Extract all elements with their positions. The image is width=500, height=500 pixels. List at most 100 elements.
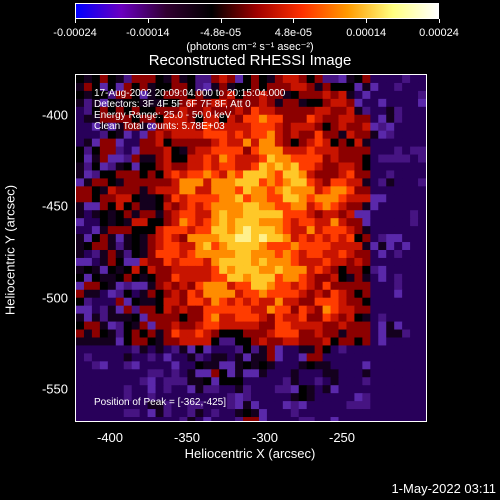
heatmap-cell — [179, 401, 188, 410]
heatmap-cell — [362, 154, 371, 163]
heatmap-cell — [107, 194, 117, 203]
heatmap-cell — [76, 361, 85, 370]
heatmap-cell — [418, 257, 426, 267]
heatmap-cell — [338, 321, 347, 331]
heatmap-cell — [274, 186, 284, 195]
heatmap-cell — [298, 90, 308, 100]
heatmap-cell — [306, 242, 316, 251]
heatmap-cell — [211, 313, 220, 323]
heatmap-cell — [370, 337, 379, 346]
heatmap-cell — [330, 361, 339, 370]
heatmap-cell — [147, 122, 157, 132]
heatmap-cell — [139, 194, 149, 203]
heatmap-cell — [171, 114, 180, 124]
annotation-total-counts: Clean Total counts: 5.78E+03 — [94, 121, 225, 132]
heatmap-cell — [179, 75, 188, 84]
heatmap-cell — [378, 154, 387, 163]
heatmap-cell — [402, 194, 411, 203]
heatmap-cell — [155, 122, 164, 132]
heatmap-cell — [91, 345, 101, 354]
heatmap-cell — [107, 122, 117, 132]
colorbar-tick-mark — [147, 19, 149, 23]
heatmap-cell — [123, 385, 133, 394]
heatmap-cell — [386, 138, 395, 148]
heatmap-cell — [378, 401, 387, 410]
heatmap-cell — [179, 90, 188, 100]
heatmap-cell — [163, 186, 172, 195]
heatmap-cell — [76, 218, 85, 227]
heatmap-cell — [346, 114, 355, 124]
heatmap-cell — [322, 257, 332, 267]
heatmap-cell — [203, 178, 212, 187]
heatmap-cell — [243, 98, 252, 108]
heatmap-cell — [251, 170, 260, 179]
heatmap-cell — [362, 146, 371, 156]
heatmap-cell — [163, 162, 172, 171]
heatmap-cell — [290, 186, 300, 195]
heatmap-cell — [266, 122, 276, 132]
heatmap-cell — [290, 305, 300, 315]
heatmap-cell — [362, 417, 371, 421]
heatmap-cell — [243, 385, 252, 394]
heatmap-cell — [243, 186, 252, 195]
heatmap-cell — [362, 305, 371, 315]
heatmap-cell — [282, 313, 292, 323]
heatmap-cell — [139, 401, 149, 410]
heatmap-cell — [123, 130, 133, 140]
heatmap-cell — [99, 75, 109, 84]
heatmap-cell — [171, 305, 180, 315]
heatmap-cell — [378, 162, 387, 171]
heatmap-cell — [235, 138, 244, 148]
heatmap-cell — [187, 345, 196, 354]
heatmap-cell — [107, 98, 117, 108]
heatmap-cell — [330, 249, 339, 259]
heatmap-cell — [402, 289, 411, 299]
heatmap-cell — [378, 210, 387, 219]
heatmap-cell — [314, 273, 324, 283]
heatmap-cell — [115, 329, 125, 338]
heatmap-cell — [266, 162, 276, 171]
heatmap-cell — [147, 345, 157, 354]
heatmap-cell — [76, 202, 85, 211]
heatmap-cell — [131, 162, 141, 171]
heatmap-cell — [163, 75, 172, 84]
heatmap-cell — [258, 218, 268, 227]
heatmap-cell — [107, 242, 117, 251]
heatmap-cell — [362, 90, 371, 100]
heatmap-cell — [362, 337, 371, 346]
heatmap-cell — [282, 265, 292, 275]
heatmap-cell — [171, 226, 180, 235]
heatmap-cell — [338, 297, 347, 307]
colorbar-tick-label: -0.00024 — [53, 27, 97, 39]
heatmap-cell — [155, 170, 164, 179]
heatmap-cell — [107, 281, 117, 291]
heatmap-cell — [322, 289, 332, 299]
heatmap-cell — [362, 321, 371, 331]
heatmap-cell — [219, 194, 228, 203]
y-tick-label: -550 — [41, 381, 68, 397]
heatmap-cell — [131, 186, 141, 195]
heatmap-cell — [394, 329, 403, 338]
heatmap-cell — [282, 289, 292, 299]
heatmap-cell — [243, 106, 252, 116]
heatmap-cell — [314, 194, 324, 203]
heatmap-cell — [91, 122, 101, 132]
heatmap-cell — [314, 202, 324, 211]
heatmap-cell — [354, 377, 363, 386]
heatmap-cell — [354, 369, 363, 378]
heatmap-cell — [211, 377, 220, 386]
heatmap-cell — [155, 218, 164, 227]
heatmap-cell — [131, 210, 141, 219]
heatmap-cell — [243, 75, 252, 84]
heatmap-cell — [418, 289, 426, 299]
heatmap-cell — [298, 345, 308, 354]
heatmap-cell — [76, 353, 85, 362]
heatmap-cell — [203, 337, 212, 346]
heatmap-cell — [107, 313, 117, 323]
heatmap-cell — [155, 377, 164, 386]
heatmap-cell — [354, 226, 363, 235]
heatmap-cell — [91, 162, 101, 171]
heatmap-cell — [290, 361, 300, 370]
heatmap-cell — [123, 154, 133, 163]
heatmap-cell — [258, 289, 268, 299]
